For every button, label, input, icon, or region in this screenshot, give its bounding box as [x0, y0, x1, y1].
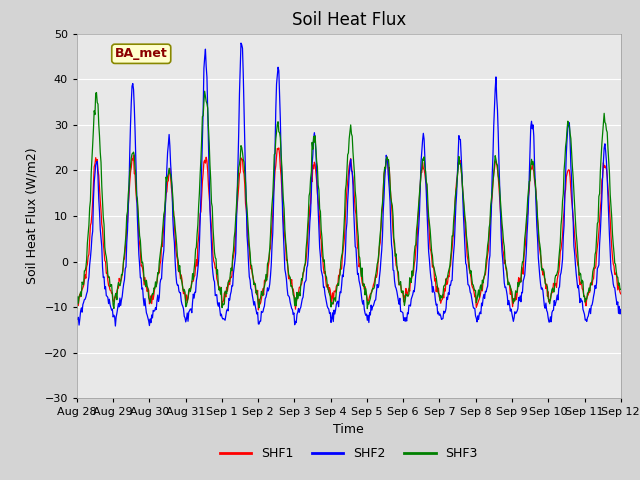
SHF2 — [433, 302, 440, 308]
SHF3 — [83, 256, 90, 262]
SHF1 — [223, 285, 230, 290]
SHF2 — [195, 258, 202, 264]
SHF3 — [201, 88, 209, 94]
SHF1 — [275, 145, 283, 151]
SHF2 — [83, 291, 90, 297]
Line: SHF2: SHF2 — [77, 43, 621, 326]
SHF3 — [433, 274, 440, 280]
SHF1 — [194, 241, 202, 247]
SHF3 — [417, 180, 424, 186]
SHF3 — [139, 259, 147, 265]
X-axis label: Time: Time — [333, 423, 364, 436]
SHF1 — [417, 183, 424, 189]
SHF1 — [83, 264, 90, 270]
Legend: SHF1, SHF2, SHF3: SHF1, SHF2, SHF3 — [214, 442, 483, 465]
SHF3 — [73, 305, 81, 311]
Text: BA_met: BA_met — [115, 48, 168, 60]
SHF1 — [73, 297, 81, 302]
SHF3 — [617, 287, 625, 292]
SHF3 — [194, 222, 202, 228]
SHF1 — [139, 266, 147, 272]
SHF1 — [255, 307, 262, 313]
SHF1 — [433, 289, 440, 295]
SHF2 — [223, 306, 231, 312]
SHF2 — [617, 307, 625, 312]
Line: SHF3: SHF3 — [77, 91, 621, 309]
SHF2 — [140, 296, 147, 302]
Y-axis label: Soil Heat Flux (W/m2): Soil Heat Flux (W/m2) — [26, 148, 38, 284]
SHF2 — [73, 315, 81, 321]
SHF2 — [237, 40, 245, 46]
SHF2 — [417, 182, 424, 188]
SHF3 — [223, 285, 231, 290]
SHF1 — [617, 291, 625, 297]
Title: Soil Heat Flux: Soil Heat Flux — [292, 11, 406, 29]
Line: SHF1: SHF1 — [77, 148, 621, 310]
SHF3 — [364, 306, 371, 312]
SHF2 — [111, 323, 119, 329]
